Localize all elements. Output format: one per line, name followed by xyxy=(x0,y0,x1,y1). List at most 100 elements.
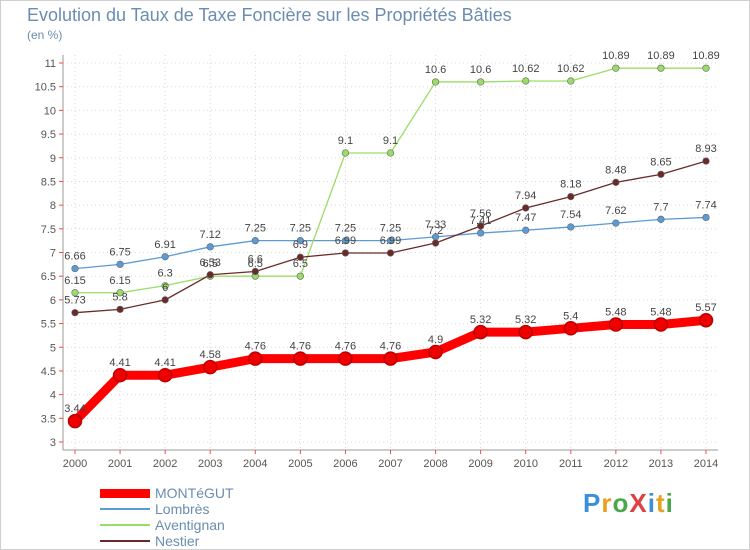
y-tick-label: 7 xyxy=(50,248,56,260)
series-point-0 xyxy=(473,324,488,340)
data-label-3: 8.18 xyxy=(560,179,581,191)
series-point-3 xyxy=(206,271,214,279)
y-tick-label: 5 xyxy=(50,342,56,354)
logo-letter: r xyxy=(601,488,613,518)
series-point-2 xyxy=(612,64,620,72)
series-point-0 xyxy=(248,351,263,366)
series-point-1 xyxy=(612,219,620,227)
data-label-2: 9.1 xyxy=(383,135,398,147)
series-point-3 xyxy=(341,249,350,257)
data-label-0: 4.9 xyxy=(428,334,443,346)
data-label-1: 6.66 xyxy=(64,251,85,263)
data-label-0: 5.57 xyxy=(695,302,716,314)
series-point-0 xyxy=(698,312,714,328)
series-point-1 xyxy=(116,260,124,268)
logo-letter: o xyxy=(612,488,630,518)
logo-letter: i xyxy=(665,488,674,518)
data-label-0: 5.4 xyxy=(563,310,578,322)
legend-label-lombres: Lombrès xyxy=(155,501,210,517)
data-label-2: 6.15 xyxy=(64,275,85,287)
data-label-3: 8.48 xyxy=(605,164,626,176)
series-point-2 xyxy=(567,77,575,85)
series-point-3 xyxy=(431,239,440,247)
series-point-0 xyxy=(653,317,669,332)
y-tick-label: 7.5 xyxy=(41,224,56,236)
data-label-1: 7.25 xyxy=(290,223,311,235)
series-point-2 xyxy=(296,272,304,280)
series-point-1 xyxy=(657,215,665,223)
series-point-0 xyxy=(518,324,533,340)
y-tick-label: 4 xyxy=(50,390,56,402)
series-point-3 xyxy=(522,204,530,212)
series-point-1 xyxy=(522,226,530,234)
data-label-2: 6.3 xyxy=(157,268,172,280)
y-tick-label: 10 xyxy=(44,105,56,117)
data-label-1: 7.25 xyxy=(335,223,356,235)
data-label-3: 7.2 xyxy=(428,225,443,237)
series-point-0 xyxy=(293,351,308,366)
y-tick-label: 3 xyxy=(50,437,56,449)
data-label-0: 4.41 xyxy=(154,357,175,369)
data-label-1: 7.33 xyxy=(425,219,446,231)
x-tick-label: 2014 xyxy=(694,458,718,470)
data-label-2: 10.6 xyxy=(470,64,491,76)
series-point-1 xyxy=(251,237,259,245)
y-tick-label: 3.5 xyxy=(41,413,56,425)
series-point-3 xyxy=(612,178,620,186)
series-point-0 xyxy=(157,367,173,383)
x-tick-label: 2003 xyxy=(198,458,222,470)
chart-title: Evolution du Taux de Taxe Foncière sur l… xyxy=(27,5,512,25)
series-point-1 xyxy=(206,243,214,251)
series-point-3 xyxy=(251,267,259,276)
series-point-3 xyxy=(161,296,169,304)
series-point-1 xyxy=(477,229,485,237)
legend-label-montegut: MONTéGUT xyxy=(155,485,234,501)
data-label-0: 4.76 xyxy=(335,341,356,353)
data-label-3: 5.8 xyxy=(112,291,127,303)
series-point-1 xyxy=(386,237,395,245)
data-label-3: 6.9 xyxy=(293,239,308,251)
y-tick-label: 6.5 xyxy=(41,271,56,283)
series-point-3 xyxy=(657,170,665,178)
series-point-2 xyxy=(386,149,395,157)
data-label-1: 7.47 xyxy=(515,212,536,224)
x-tick-label: 2001 xyxy=(108,458,132,470)
data-label-2: 10.62 xyxy=(557,63,585,75)
data-label-1: 7.62 xyxy=(605,205,626,217)
data-label-2: 6.5 xyxy=(248,258,263,270)
data-label-1: 7.25 xyxy=(245,223,266,235)
series-point-1 xyxy=(341,237,350,245)
x-tick-label: 2004 xyxy=(243,458,267,470)
series-point-1 xyxy=(567,223,575,231)
series-point-0 xyxy=(608,317,624,332)
series-point-3 xyxy=(567,192,575,201)
series-point-2 xyxy=(477,78,485,86)
y-tick-label: 11 xyxy=(45,58,56,70)
data-label-1: 6.91 xyxy=(154,239,175,251)
data-label-0: 4.58 xyxy=(200,349,221,361)
legend-swatch-lombres xyxy=(100,508,150,510)
y-tick-label: 9 xyxy=(50,153,56,165)
y-tick-label: 8.5 xyxy=(41,176,56,188)
series-point-0 xyxy=(428,344,443,360)
data-label-1: 7.12 xyxy=(200,229,221,241)
series-point-3 xyxy=(386,249,395,257)
data-label-1: 7.25 xyxy=(380,223,401,235)
series-point-3 xyxy=(296,253,304,261)
y-tick-label: 10.5 xyxy=(35,82,56,94)
x-tick-label: 2011 xyxy=(559,458,583,470)
data-label-0: 4.41 xyxy=(109,357,130,369)
y-tick-label: 9.5 xyxy=(41,129,56,141)
data-label-1: 7.74 xyxy=(695,199,716,211)
data-label-0: 5.48 xyxy=(605,307,626,319)
legend-label-nestier: Nestier xyxy=(155,533,200,549)
y-tick-label: 4.5 xyxy=(41,366,56,378)
data-label-0: 3.44 xyxy=(64,403,85,415)
data-label-3: 8.93 xyxy=(695,143,716,155)
series-point-0 xyxy=(112,367,128,383)
series-point-3 xyxy=(477,222,485,230)
data-label-2: 10.6 xyxy=(425,64,446,76)
legend-label-aventignan: Aventignan xyxy=(155,517,225,533)
y-tick-label: 5.5 xyxy=(41,319,56,331)
